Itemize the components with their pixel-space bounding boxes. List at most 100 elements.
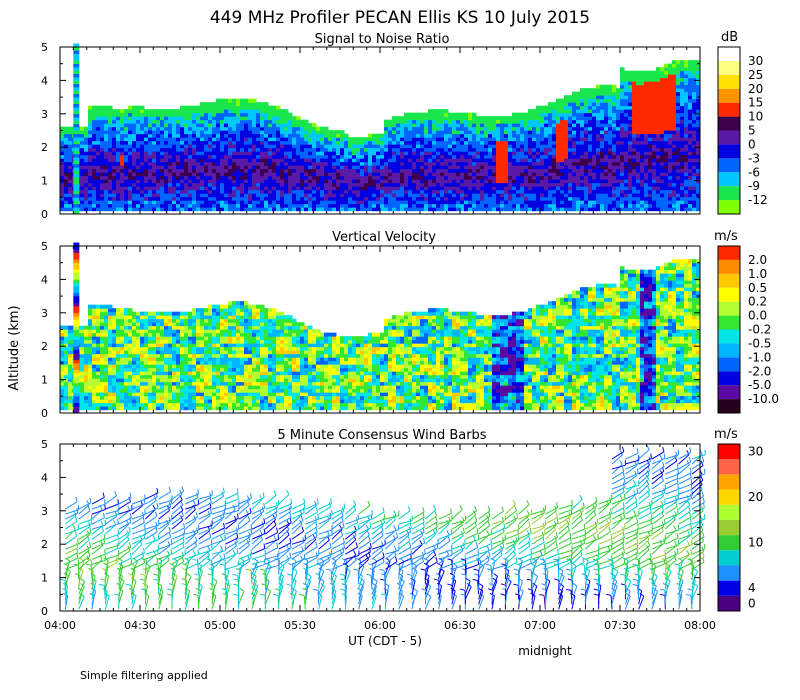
field-cell bbox=[600, 144, 605, 149]
field-cell bbox=[688, 133, 693, 138]
field-cell bbox=[676, 196, 681, 201]
field-cell bbox=[600, 172, 605, 177]
field-cell bbox=[136, 186, 141, 191]
field-cell bbox=[692, 137, 697, 142]
field-cell bbox=[432, 182, 437, 187]
field-cell bbox=[312, 147, 317, 152]
field-cell bbox=[532, 168, 537, 173]
field-cell bbox=[644, 161, 649, 166]
field-cell bbox=[244, 172, 249, 177]
field-cell bbox=[500, 203, 505, 208]
field-cell bbox=[280, 151, 285, 156]
field-cell bbox=[652, 207, 657, 212]
field-cell bbox=[452, 154, 457, 159]
field-cell bbox=[212, 126, 217, 131]
field-cell bbox=[192, 172, 197, 177]
field-cell bbox=[516, 203, 521, 208]
field-cell bbox=[360, 140, 365, 145]
field-cell bbox=[692, 140, 697, 145]
field-cell bbox=[544, 203, 549, 208]
field-cell bbox=[524, 193, 529, 198]
field-cell bbox=[268, 144, 273, 149]
field-cell bbox=[60, 179, 65, 184]
field-cell bbox=[256, 165, 261, 170]
field-cell bbox=[324, 175, 329, 180]
field-cell bbox=[620, 207, 625, 212]
field-cell bbox=[216, 200, 221, 205]
field-cell bbox=[644, 147, 649, 152]
field-cell bbox=[136, 109, 141, 114]
field-cell bbox=[320, 172, 325, 177]
field-cell bbox=[380, 158, 385, 163]
field-cell bbox=[656, 130, 661, 135]
field-cell bbox=[136, 193, 141, 198]
field-cell bbox=[316, 130, 321, 135]
field-cell bbox=[524, 133, 529, 138]
field-cell bbox=[564, 116, 569, 121]
field-cell bbox=[176, 196, 181, 201]
field-cell bbox=[508, 119, 513, 124]
field-cell bbox=[344, 144, 349, 149]
field-cell bbox=[180, 126, 185, 131]
field-cell bbox=[600, 102, 605, 107]
field-cell bbox=[680, 74, 685, 79]
field-cell bbox=[344, 193, 349, 198]
field-cell bbox=[276, 175, 281, 180]
field-cell bbox=[604, 123, 609, 128]
field-cell bbox=[540, 175, 545, 180]
field-cell bbox=[436, 109, 441, 114]
field-cell bbox=[628, 172, 633, 177]
field-cell bbox=[580, 168, 585, 173]
field-cell bbox=[108, 186, 113, 191]
field-cell bbox=[208, 151, 213, 156]
field-cell bbox=[276, 119, 281, 124]
field-cell bbox=[688, 137, 693, 142]
field-cell bbox=[584, 133, 589, 138]
field-cell bbox=[296, 196, 301, 201]
field-cell bbox=[144, 147, 149, 152]
field-cell bbox=[604, 168, 609, 173]
field-cell bbox=[420, 126, 425, 131]
field-cell bbox=[552, 102, 557, 107]
field-cell bbox=[292, 161, 297, 166]
field-cell bbox=[612, 126, 617, 131]
field-cell bbox=[308, 123, 313, 128]
field-cell bbox=[100, 207, 105, 212]
field-cell bbox=[304, 158, 309, 163]
field-cell bbox=[672, 116, 677, 121]
field-cell bbox=[164, 130, 169, 135]
field-cell bbox=[60, 182, 65, 187]
field-cell bbox=[480, 161, 485, 166]
field-cell bbox=[272, 207, 277, 212]
field-cell bbox=[656, 189, 661, 194]
field-cell bbox=[200, 137, 205, 142]
field-cell bbox=[232, 158, 237, 163]
field-cell bbox=[300, 165, 305, 170]
field-cell bbox=[428, 158, 433, 163]
field-cell bbox=[288, 172, 293, 177]
field-cell bbox=[616, 112, 621, 117]
field-cell bbox=[212, 200, 217, 205]
field-cell bbox=[236, 182, 241, 187]
field-cell bbox=[240, 207, 245, 212]
field-cell bbox=[436, 179, 441, 184]
field-cell bbox=[96, 130, 101, 135]
field-cell bbox=[616, 207, 621, 212]
field-cell bbox=[536, 154, 541, 159]
field-cell bbox=[492, 116, 497, 121]
field-cell bbox=[620, 119, 625, 124]
field-cell bbox=[412, 172, 417, 177]
field-cell bbox=[660, 165, 665, 170]
field-cell bbox=[612, 123, 617, 128]
field-cell bbox=[484, 207, 489, 212]
field-cell bbox=[412, 175, 417, 180]
field-cell bbox=[264, 161, 269, 166]
field-cell bbox=[228, 126, 233, 131]
field-cell bbox=[360, 193, 365, 198]
field-cell bbox=[256, 109, 261, 114]
field-cell bbox=[73, 137, 80, 141]
field-cell bbox=[684, 74, 689, 79]
field-cell bbox=[576, 140, 581, 145]
field-cell bbox=[688, 77, 693, 82]
field-cell bbox=[400, 172, 405, 177]
